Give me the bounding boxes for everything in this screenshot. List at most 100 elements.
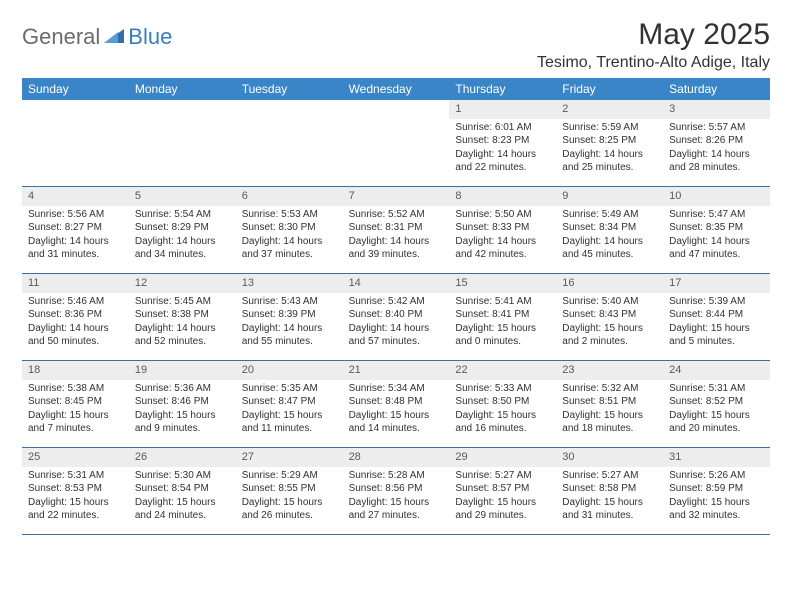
day-body: Sunrise: 5:53 AMSunset: 8:30 PMDaylight:… bbox=[236, 208, 343, 266]
calendar-day: 29Sunrise: 5:27 AMSunset: 8:57 PMDayligh… bbox=[449, 448, 556, 534]
daylight-text: Daylight: 15 hours and 27 minutes. bbox=[349, 496, 444, 523]
sunset-text: Sunset: 8:27 PM bbox=[28, 221, 123, 235]
day-number: 5 bbox=[129, 187, 236, 206]
day-number: 26 bbox=[129, 448, 236, 467]
daylight-text: Daylight: 14 hours and 37 minutes. bbox=[242, 235, 337, 262]
sunrise-text: Sunrise: 5:56 AM bbox=[28, 208, 123, 222]
daylight-text: Daylight: 15 hours and 9 minutes. bbox=[135, 409, 230, 436]
day-number: 1 bbox=[449, 100, 556, 119]
calendar-day: 6 Sunrise: 5:53 AMSunset: 8:30 PMDaylight… bbox=[236, 187, 343, 273]
sunrise-text: Sunrise: 5:59 AM bbox=[562, 121, 657, 135]
day-number: 30 bbox=[556, 448, 663, 467]
sunrise-text: Sunrise: 5:47 AM bbox=[669, 208, 764, 222]
sunset-text: Sunset: 8:26 PM bbox=[669, 134, 764, 148]
calendar-week: 25Sunrise: 5:31 AMSunset: 8:53 PMDayligh… bbox=[22, 448, 770, 535]
day-number: 4 bbox=[22, 187, 129, 206]
daylight-text: Daylight: 14 hours and 34 minutes. bbox=[135, 235, 230, 262]
sunrise-text: Sunrise: 5:31 AM bbox=[669, 382, 764, 396]
calendar-day bbox=[129, 100, 236, 186]
sunrise-text: Sunrise: 5:32 AM bbox=[562, 382, 657, 396]
day-body: Sunrise: 5:31 AMSunset: 8:53 PMDaylight:… bbox=[22, 469, 129, 527]
day-body: Sunrise: 5:30 AMSunset: 8:54 PMDaylight:… bbox=[129, 469, 236, 527]
day-body: Sunrise: 5:46 AMSunset: 8:36 PMDaylight:… bbox=[22, 295, 129, 353]
day-body: Sunrise: 5:35 AMSunset: 8:47 PMDaylight:… bbox=[236, 382, 343, 440]
daylight-text: Daylight: 15 hours and 5 minutes. bbox=[669, 322, 764, 349]
calendar-week: 18Sunrise: 5:38 AMSunset: 8:45 PMDayligh… bbox=[22, 361, 770, 448]
weekday-header: Sunday bbox=[22, 78, 129, 100]
logo: General Blue bbox=[22, 24, 172, 50]
sunrise-text: Sunrise: 5:36 AM bbox=[135, 382, 230, 396]
calendar-day: 31Sunrise: 5:26 AMSunset: 8:59 PMDayligh… bbox=[663, 448, 770, 534]
day-body: Sunrise: 5:43 AMSunset: 8:39 PMDaylight:… bbox=[236, 295, 343, 353]
day-body: Sunrise: 5:47 AMSunset: 8:35 PMDaylight:… bbox=[663, 208, 770, 266]
calendar-day: 10 Sunrise: 5:47 AMSunset: 8:35 PMDayligh… bbox=[663, 187, 770, 273]
sunrise-text: Sunrise: 5:40 AM bbox=[562, 295, 657, 309]
sunrise-text: Sunrise: 5:27 AM bbox=[455, 469, 550, 483]
day-body: Sunrise: 5:42 AMSunset: 8:40 PMDaylight:… bbox=[343, 295, 450, 353]
sunset-text: Sunset: 8:46 PM bbox=[135, 395, 230, 409]
sunrise-text: Sunrise: 5:49 AM bbox=[562, 208, 657, 222]
daylight-text: Daylight: 15 hours and 20 minutes. bbox=[669, 409, 764, 436]
title-block: May 2025 Tesimo, Trentino-Alto Adige, It… bbox=[537, 18, 770, 72]
sunrise-text: Sunrise: 6:01 AM bbox=[455, 121, 550, 135]
daylight-text: Daylight: 15 hours and 2 minutes. bbox=[562, 322, 657, 349]
daylight-text: Daylight: 14 hours and 25 minutes. bbox=[562, 148, 657, 175]
calendar-day: 13Sunrise: 5:43 AMSunset: 8:39 PMDayligh… bbox=[236, 274, 343, 360]
sunset-text: Sunset: 8:52 PM bbox=[669, 395, 764, 409]
sunrise-text: Sunrise: 5:43 AM bbox=[242, 295, 337, 309]
day-body: Sunrise: 5:56 AMSunset: 8:27 PMDaylight:… bbox=[22, 208, 129, 266]
day-number: 10 bbox=[663, 187, 770, 206]
calendar-day: 5Sunrise: 5:54 AMSunset: 8:29 PMDaylight… bbox=[129, 187, 236, 273]
day-number: 9 bbox=[556, 187, 663, 206]
day-number: 7 bbox=[343, 187, 450, 206]
sunset-text: Sunset: 8:48 PM bbox=[349, 395, 444, 409]
calendar-day: 19Sunrise: 5:36 AMSunset: 8:46 PMDayligh… bbox=[129, 361, 236, 447]
day-body: Sunrise: 5:31 AMSunset: 8:52 PMDaylight:… bbox=[663, 382, 770, 440]
calendar-grid: Sunday Monday Tuesday Wednesday Thursday… bbox=[22, 78, 770, 535]
sunset-text: Sunset: 8:23 PM bbox=[455, 134, 550, 148]
month-title: May 2025 bbox=[537, 18, 770, 52]
sunrise-text: Sunrise: 5:41 AM bbox=[455, 295, 550, 309]
day-body: Sunrise: 5:36 AMSunset: 8:46 PMDaylight:… bbox=[129, 382, 236, 440]
daylight-text: Daylight: 15 hours and 14 minutes. bbox=[349, 409, 444, 436]
day-number: 23 bbox=[556, 361, 663, 380]
sunrise-text: Sunrise: 5:27 AM bbox=[562, 469, 657, 483]
day-number: 31 bbox=[663, 448, 770, 467]
day-body: Sunrise: 5:38 AMSunset: 8:45 PMDaylight:… bbox=[22, 382, 129, 440]
daylight-text: Daylight: 14 hours and 47 minutes. bbox=[669, 235, 764, 262]
daylight-text: Daylight: 15 hours and 24 minutes. bbox=[135, 496, 230, 523]
calendar-day: 27Sunrise: 5:29 AMSunset: 8:55 PMDayligh… bbox=[236, 448, 343, 534]
sunrise-text: Sunrise: 5:39 AM bbox=[669, 295, 764, 309]
sunrise-text: Sunrise: 5:54 AM bbox=[135, 208, 230, 222]
day-number: 6 bbox=[236, 187, 343, 206]
calendar-day: 1 Sunrise: 6:01 AMSunset: 8:23 PMDaylight… bbox=[449, 100, 556, 186]
day-number: 3 bbox=[663, 100, 770, 119]
day-body: Sunrise: 5:27 AMSunset: 8:58 PMDaylight:… bbox=[556, 469, 663, 527]
sunset-text: Sunset: 8:59 PM bbox=[669, 482, 764, 496]
calendar-day: 8Sunrise: 5:50 AMSunset: 8:33 PMDaylight… bbox=[449, 187, 556, 273]
day-number: 29 bbox=[449, 448, 556, 467]
daylight-text: Daylight: 14 hours and 28 minutes. bbox=[669, 148, 764, 175]
sunset-text: Sunset: 8:45 PM bbox=[28, 395, 123, 409]
weekday-header: Friday bbox=[556, 78, 663, 100]
logo-text-blue: Blue bbox=[128, 24, 172, 50]
sunset-text: Sunset: 8:35 PM bbox=[669, 221, 764, 235]
sunset-text: Sunset: 8:41 PM bbox=[455, 308, 550, 322]
calendar-day: 2Sunrise: 5:59 AMSunset: 8:25 PMDaylight… bbox=[556, 100, 663, 186]
sunset-text: Sunset: 8:57 PM bbox=[455, 482, 550, 496]
calendar-week: 1Sunrise: 6:01 AMSunset: 8:23 PMDaylight… bbox=[22, 100, 770, 187]
daylight-text: Daylight: 14 hours and 50 minutes. bbox=[28, 322, 123, 349]
day-body: Sunrise: 5:52 AMSunset: 8:31 PMDaylight:… bbox=[343, 208, 450, 266]
weekday-header: Wednesday bbox=[343, 78, 450, 100]
day-number: 11 bbox=[22, 274, 129, 293]
day-number: 27 bbox=[236, 448, 343, 467]
sunset-text: Sunset: 8:39 PM bbox=[242, 308, 337, 322]
sunset-text: Sunset: 8:51 PM bbox=[562, 395, 657, 409]
sunset-text: Sunset: 8:50 PM bbox=[455, 395, 550, 409]
day-body: Sunrise: 6:01 AMSunset: 8:23 PMDaylight:… bbox=[449, 121, 556, 179]
sunset-text: Sunset: 8:55 PM bbox=[242, 482, 337, 496]
daylight-text: Daylight: 15 hours and 22 minutes. bbox=[28, 496, 123, 523]
daylight-text: Daylight: 14 hours and 57 minutes. bbox=[349, 322, 444, 349]
day-body: Sunrise: 5:50 AMSunset: 8:33 PMDaylight:… bbox=[449, 208, 556, 266]
daylight-text: Daylight: 15 hours and 32 minutes. bbox=[669, 496, 764, 523]
